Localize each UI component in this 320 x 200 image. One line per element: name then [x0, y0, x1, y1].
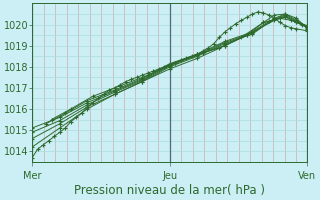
X-axis label: Pression niveau de la mer( hPa ): Pression niveau de la mer( hPa ) [74, 184, 265, 197]
